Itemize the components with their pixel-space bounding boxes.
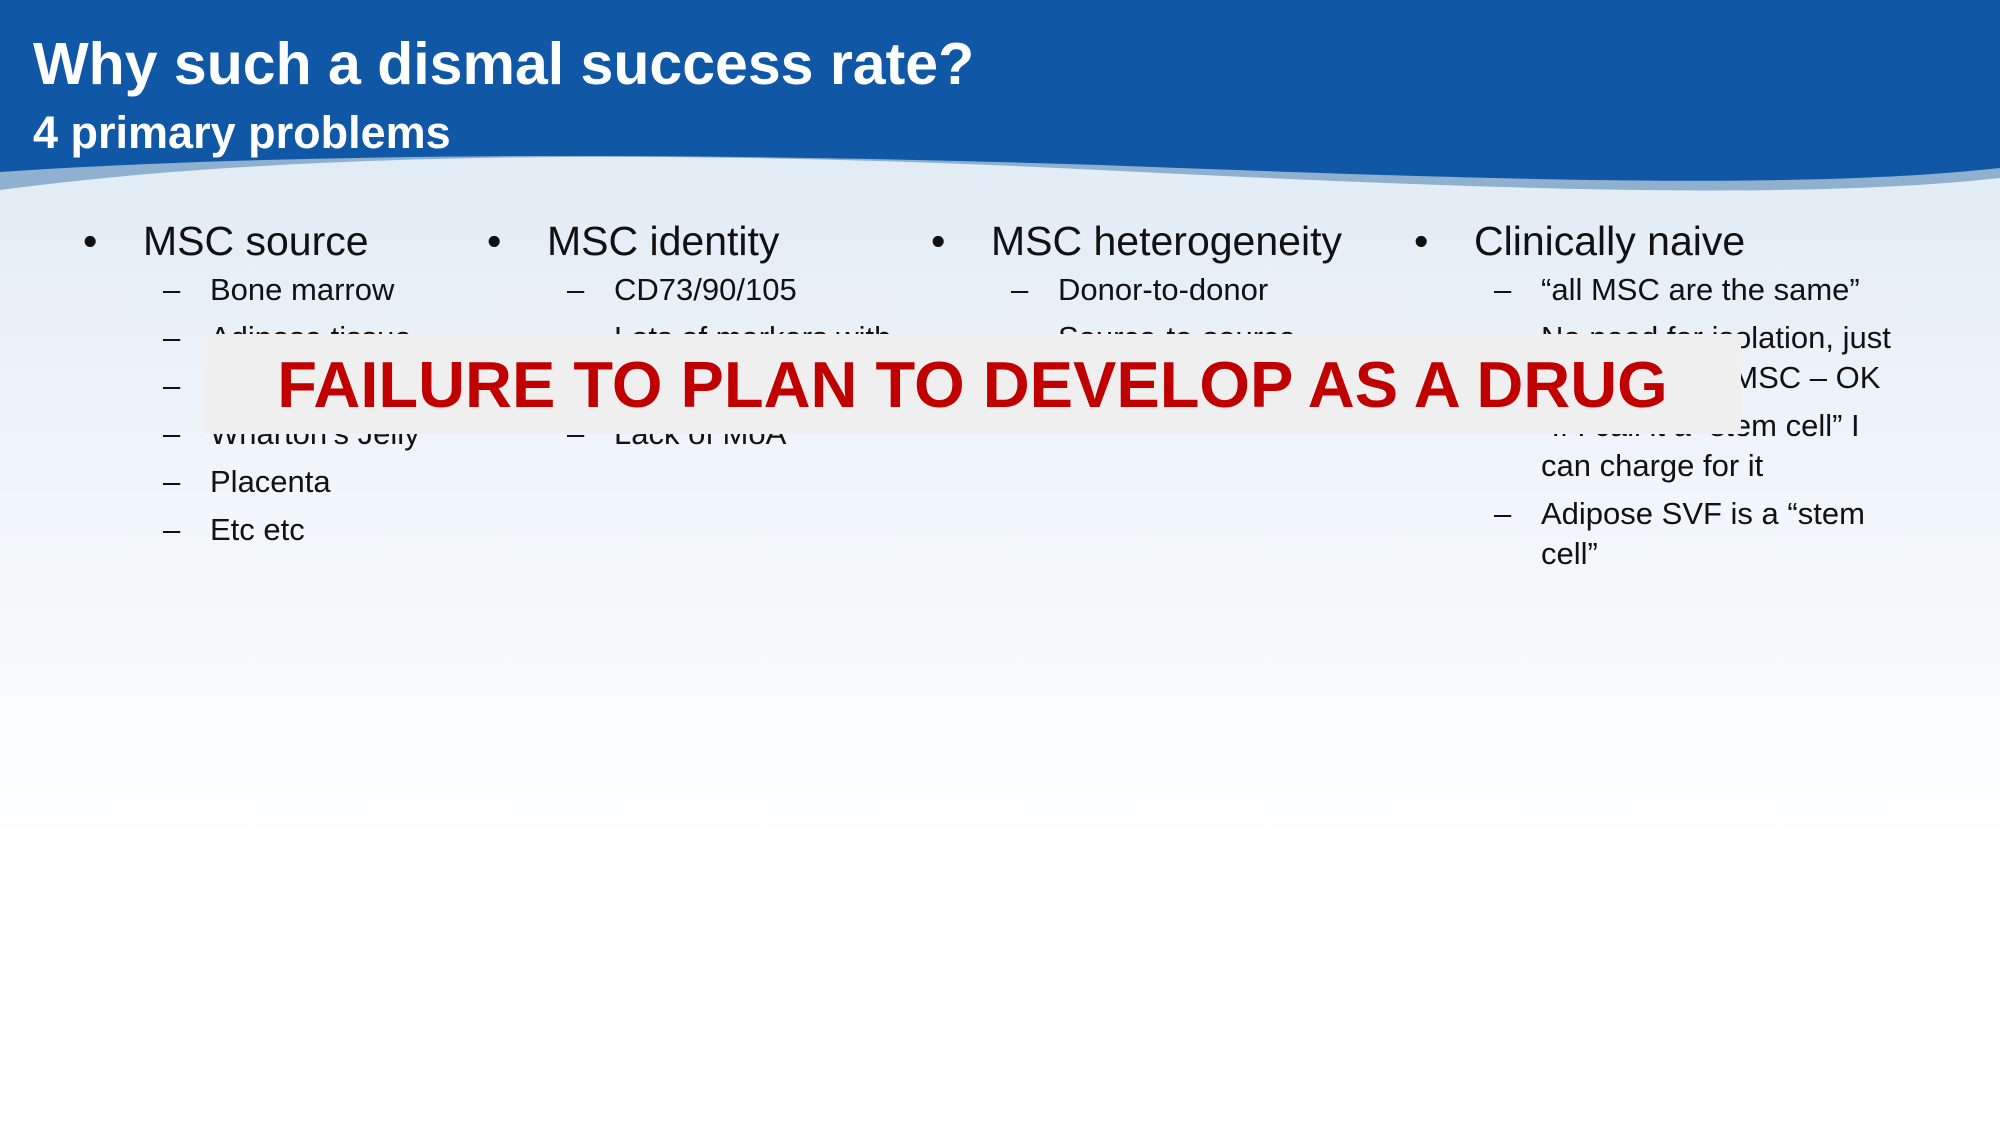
dash: – <box>163 512 181 547</box>
item-text: Etc etc <box>210 512 305 547</box>
item-text: CD73/90/105 <box>614 272 797 307</box>
column-heading: • MSC heterogeneity <box>931 218 1411 270</box>
heading-text: MSC identity <box>547 218 780 264</box>
sub-item: – Placenta <box>163 462 523 502</box>
bullet: • <box>1414 218 1429 264</box>
subtitle: 4 primary problems <box>33 107 451 158</box>
dash: – <box>163 272 181 307</box>
sub-item: – Adipose SVF is a “stem cell” <box>1494 494 1914 574</box>
item-text: “all MSC are the same” <box>1541 272 1860 307</box>
sub-item: – Donor-to-donor <box>1011 270 1411 310</box>
heading-text: MSC heterogeneity <box>991 218 1342 264</box>
bullet: • <box>83 218 98 264</box>
sub-item: – Etc etc <box>163 510 523 550</box>
dash: – <box>163 416 181 451</box>
heading-text: MSC source <box>143 218 369 264</box>
title: Why such a dismal success rate? <box>33 31 975 97</box>
column-heading: • Clinically naive <box>1414 218 1914 270</box>
dash: – <box>163 368 181 403</box>
sub-item: – “all MSC are the same” <box>1494 270 1914 310</box>
sub-item: – CD73/90/105 <box>567 270 907 310</box>
item-text: Adipose SVF is a “stem cell” <box>1541 496 1865 571</box>
banner: FAILURE TO PLAN TO DEVELOP AS A DRUG <box>204 334 1741 434</box>
item-text: Bone marrow <box>210 272 395 307</box>
sub-item: – Bone marrow <box>163 270 523 310</box>
item-text: Donor-to-donor <box>1058 272 1269 307</box>
column-heading: • MSC identity <box>487 218 907 270</box>
dash: – <box>163 464 181 499</box>
header-band <box>0 0 2000 191</box>
dash: – <box>1494 496 1512 531</box>
column-heading: • MSC source <box>83 218 523 270</box>
dash: – <box>1494 272 1512 307</box>
heading-text: Clinically naive <box>1474 218 1746 264</box>
dash: – <box>163 320 181 355</box>
bullet: • <box>487 218 502 264</box>
item-text: Placenta <box>210 464 331 499</box>
dash: – <box>567 272 585 307</box>
bullet: • <box>931 218 946 264</box>
dash: – <box>1011 272 1029 307</box>
header-fill <box>0 0 2000 181</box>
